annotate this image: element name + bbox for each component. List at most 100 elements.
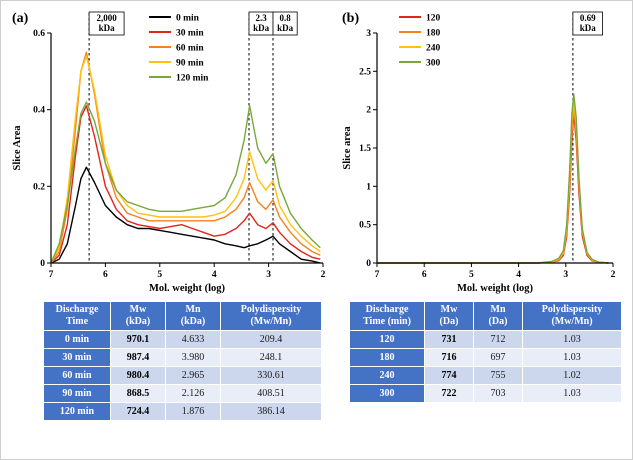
y-tick-label: 0.2 <box>33 182 45 192</box>
table-header-cell: Mw (Da) <box>424 301 474 331</box>
table-cell: 868.5 <box>110 384 166 403</box>
y-tick-label: 2.5 <box>359 67 371 77</box>
x-tick-label: 7 <box>49 270 54 280</box>
chart-a: (a) 7 6 5 4 3 2 0 0.2 0.4 0.6 Mol. weight (log) Slic… <box>11 7 333 297</box>
table-cell: 774 <box>424 366 474 385</box>
y-tick-label: 1.5 <box>359 144 371 154</box>
table-cell: 1.03 <box>522 384 622 403</box>
y-tick-label: 0.4 <box>33 106 45 116</box>
x-tick-label: 2 <box>321 270 326 280</box>
x-tick-label: 5 <box>469 270 474 280</box>
row-header-cell: 300 <box>349 384 425 403</box>
table-header-cell: Polydispersity (Mw/Mn) <box>220 301 322 331</box>
series-line <box>50 101 321 264</box>
table-row: 60 min 980.4 2.965 330.61 <box>43 366 322 385</box>
table-row: 240 774 755 1.02 <box>349 366 622 385</box>
row-header-cell: 0 min <box>43 330 111 349</box>
chart-b: (b) 7 6 5 4 3 2 0 0.5 1 1.5 2 2.5 3 Mol. weight (log) S… <box>341 7 629 297</box>
reference-label: 2.3 <box>255 13 267 23</box>
legend-label: 300 <box>426 59 441 69</box>
legend-label: 60 min <box>176 44 204 54</box>
y-axis-label: Slice area <box>342 126 353 170</box>
legend-label: 120 <box>426 14 441 24</box>
table-cell: 2.965 <box>165 366 221 385</box>
legend-label: 120 min <box>176 74 209 84</box>
reference-label: 2,000 <box>96 13 117 23</box>
x-tick-label: 3 <box>266 270 271 280</box>
series-line <box>50 105 321 264</box>
legend-label: 0 min <box>176 14 200 24</box>
y-tick-label: 0.5 <box>359 221 371 231</box>
panel-b-table: Discharge Time (min) Mw (Da) Mn (Da) Polydispe… <box>349 301 622 403</box>
table-header-cell: Polydispersity (Mw/Mn) <box>522 301 622 331</box>
table-cell: 408.51 <box>220 384 322 403</box>
table-header-cell: Mw (kDa) <box>110 301 166 331</box>
row-header-cell: 30 min <box>43 348 111 367</box>
table-cell: 712 <box>473 330 523 349</box>
row-header-cell: 60 min <box>43 366 111 385</box>
table-cell: 248.1 <box>220 348 322 367</box>
row-header-cell: 120 <box>349 330 425 349</box>
table-cell: 970.1 <box>110 330 166 349</box>
row-header-cell: 120 min <box>43 402 111 421</box>
table-row: 0 min 970.1 4.633 209.4 <box>43 330 322 349</box>
table-cell: 755 <box>473 366 523 385</box>
reference-label-box <box>572 11 603 36</box>
panel-b: (b) 7 6 5 4 3 2 0 0.5 1 1.5 2 2.5 3 Mol. weight (log) S… <box>341 7 629 403</box>
table-header-cell: Mn (Da) <box>473 301 523 331</box>
table-cell: 209.4 <box>220 330 322 349</box>
table-cell: 386.14 <box>220 402 322 421</box>
x-tick-label: 6 <box>422 270 427 280</box>
x-axis-label: Mol. weight (log) <box>149 283 226 294</box>
x-tick-label: 4 <box>212 270 217 280</box>
table-header-cell: Discharge Time (min) <box>349 301 425 331</box>
table-cell: 987.4 <box>110 348 166 367</box>
table-cell: 3.980 <box>165 348 221 367</box>
table-row: 300 722 703 1.03 <box>349 384 622 403</box>
reference-label: 0.8 <box>279 13 291 23</box>
series-line <box>377 112 609 264</box>
table-cell: 2.126 <box>165 384 221 403</box>
table-cell: 703 <box>473 384 523 403</box>
series-line <box>50 55 321 264</box>
reference-label: kDa <box>277 23 294 33</box>
legend-label: 180 <box>426 29 441 39</box>
row-header-cell: 180 <box>349 348 425 367</box>
table-cell: 1.876 <box>165 402 221 421</box>
table-cell: 697 <box>473 348 523 367</box>
table-row: 180 716 697 1.03 <box>349 348 622 367</box>
table-row: 120 min 724.4 1.876 386.14 <box>43 402 322 421</box>
y-tick-label: 2 <box>366 106 371 116</box>
panel-a: (a) 7 6 5 4 3 2 0 0.2 0.4 0.6 Mol. weight (log) Slic… <box>11 7 333 421</box>
y-tick-label: 1 <box>366 182 371 192</box>
chart-svg: (b) 7 6 5 4 3 2 0 0.5 1 1.5 2 2.5 3 Mol. weight (log) S… <box>342 11 616 294</box>
row-header-cell: 90 min <box>43 384 111 403</box>
table-cell: 731 <box>424 330 474 349</box>
x-tick-label: 2 <box>611 270 616 280</box>
reference-label: kDa <box>99 23 116 33</box>
legend-label: 240 <box>426 44 441 54</box>
y-tick-label: 0 <box>366 259 371 269</box>
panel-label: (b) <box>342 11 359 26</box>
series-line <box>377 93 609 264</box>
table-cell: 716 <box>424 348 474 367</box>
x-tick-label: 3 <box>563 270 568 280</box>
x-tick-label: 4 <box>516 270 521 280</box>
y-tick-label: 3 <box>366 29 371 39</box>
x-tick-label: 7 <box>375 270 380 280</box>
reference-label-box <box>88 11 125 36</box>
row-header-cell: 240 <box>349 366 425 385</box>
reference-label: kDa <box>253 23 270 33</box>
table-header-cell: Discharge Time <box>43 301 111 331</box>
series-line <box>377 101 609 264</box>
table-b-wrap: Discharge Time (min) Mw (Da) Mn (Da) Polydispe… <box>349 301 629 403</box>
table-header-row: Discharge Time (min) Mw (Da) Mn (Da) Polydispe… <box>349 301 622 331</box>
y-axis-label: Slice Area <box>12 125 23 171</box>
table-cell: 980.4 <box>110 366 166 385</box>
legend-label: 30 min <box>176 29 204 39</box>
table-cell: 1.03 <box>522 330 622 349</box>
reference-label: kDa <box>580 23 597 33</box>
table-header-cell: Mn (kDa) <box>165 301 221 331</box>
y-tick-label: 0.6 <box>33 29 45 39</box>
table-header-row: Discharge Time Mw (kDa) Mn (kDa) Polydispersit… <box>43 301 322 331</box>
